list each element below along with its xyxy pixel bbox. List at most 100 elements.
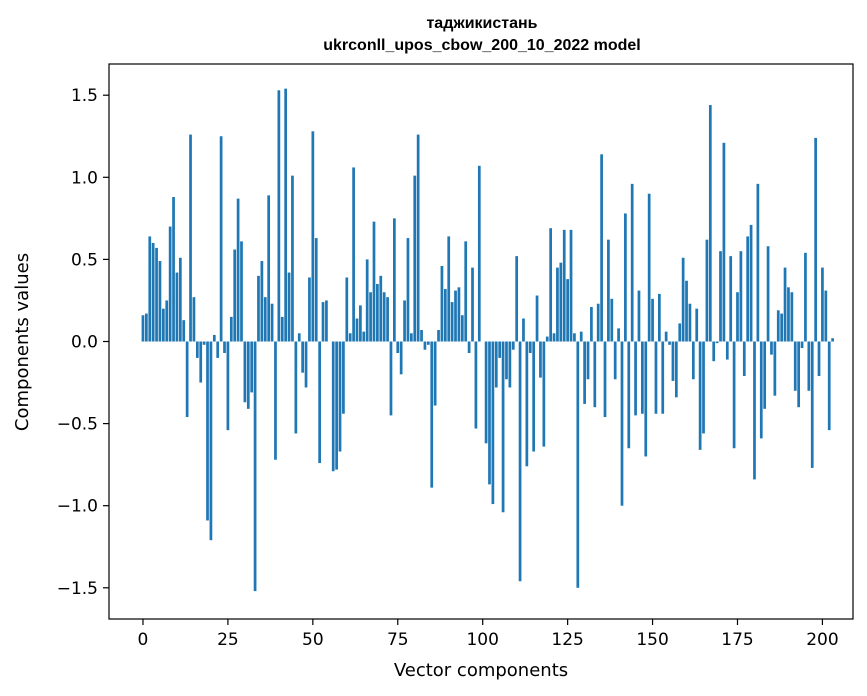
bar-component-45 bbox=[294, 341, 298, 434]
bar-component-29 bbox=[240, 241, 243, 342]
bar-component-111 bbox=[518, 341, 522, 582]
bar-component-120 bbox=[549, 228, 553, 342]
bar-component-160 bbox=[685, 280, 688, 342]
bar-component-157 bbox=[674, 341, 678, 398]
bar-component-178 bbox=[746, 236, 750, 342]
bar-component-62 bbox=[352, 167, 355, 342]
bar-component-74 bbox=[393, 218, 396, 342]
bar-component-90 bbox=[447, 236, 451, 342]
bar-component-182 bbox=[759, 341, 763, 439]
bar-component-164 bbox=[698, 341, 702, 450]
bar-component-117 bbox=[539, 341, 542, 378]
y-axis-label: Components values bbox=[12, 253, 33, 431]
bar-component-174 bbox=[732, 341, 736, 449]
bar-component-42 bbox=[284, 88, 288, 342]
bar-component-136 bbox=[603, 341, 607, 418]
x-axis-label: Vector components bbox=[394, 660, 568, 681]
bar-component-33 bbox=[253, 341, 257, 592]
bar-component-24 bbox=[223, 341, 226, 353]
bar-component-28 bbox=[236, 198, 240, 342]
bar-component-46 bbox=[297, 333, 301, 342]
bar-component-154 bbox=[664, 331, 668, 342]
bar-component-82 bbox=[420, 330, 423, 342]
bar-component-49 bbox=[308, 277, 311, 342]
bar-component-142 bbox=[624, 213, 627, 342]
x-tick-label: 200 bbox=[806, 630, 838, 650]
bar-component-21 bbox=[212, 334, 216, 342]
x-tick-label: 125 bbox=[551, 630, 583, 650]
bar-component-7 bbox=[165, 300, 169, 342]
bar-component-147 bbox=[641, 341, 644, 414]
bar-component-41 bbox=[280, 316, 284, 342]
x-tick-label: 50 bbox=[302, 630, 324, 650]
bar-component-108 bbox=[508, 341, 512, 388]
bar-component-85 bbox=[430, 341, 434, 488]
bar-component-170 bbox=[719, 251, 722, 342]
bar-component-188 bbox=[780, 313, 784, 342]
bar-component-93 bbox=[457, 287, 461, 342]
bar-component-101 bbox=[484, 341, 488, 444]
bar-component-0 bbox=[141, 315, 145, 342]
bar-component-81 bbox=[416, 134, 420, 342]
bar-component-80 bbox=[413, 175, 417, 342]
bar-component-109 bbox=[511, 341, 515, 350]
bar-component-38 bbox=[270, 303, 274, 342]
bar-component-146 bbox=[637, 290, 641, 342]
bar-component-193 bbox=[797, 341, 801, 408]
bar-component-112 bbox=[522, 318, 525, 342]
bar-component-5 bbox=[158, 261, 162, 342]
y-tick-label: 0.0 bbox=[71, 333, 98, 353]
bar-component-4 bbox=[155, 247, 158, 342]
chart-title: таджикистань bbox=[426, 15, 537, 32]
x-tick-label: 75 bbox=[387, 630, 409, 650]
x-tick-label: 25 bbox=[217, 630, 239, 650]
y-tick-label: 1.5 bbox=[71, 86, 98, 106]
bar-component-194 bbox=[800, 341, 804, 349]
bar-component-159 bbox=[681, 257, 685, 342]
bar-component-57 bbox=[335, 341, 338, 470]
bar-component-166 bbox=[705, 239, 709, 342]
bar-component-76 bbox=[399, 341, 403, 375]
bar-component-19 bbox=[206, 341, 209, 521]
bar-component-9 bbox=[172, 197, 175, 342]
bar-component-52 bbox=[318, 341, 321, 464]
bar-component-98 bbox=[474, 341, 478, 429]
bar-component-23 bbox=[219, 136, 223, 342]
bar-component-87 bbox=[437, 330, 440, 342]
bar-component-125 bbox=[566, 279, 569, 342]
bar-component-129 bbox=[579, 331, 583, 342]
bar-component-128 bbox=[576, 341, 580, 588]
bar-component-88 bbox=[440, 265, 444, 342]
bar-component-187 bbox=[776, 310, 780, 342]
bar-component-173 bbox=[729, 256, 733, 342]
bar-component-97 bbox=[471, 267, 474, 342]
bar-component-114 bbox=[528, 341, 532, 353]
bar-component-59 bbox=[342, 341, 345, 414]
bar-component-132 bbox=[590, 307, 593, 342]
bar-component-139 bbox=[613, 341, 617, 380]
bar-component-137 bbox=[607, 239, 610, 342]
bar-component-22 bbox=[216, 341, 220, 358]
bar-component-70 bbox=[379, 275, 383, 342]
bar-component-134 bbox=[596, 303, 600, 342]
bar-component-75 bbox=[396, 341, 400, 353]
bar-component-138 bbox=[610, 298, 614, 342]
bar-component-86 bbox=[433, 341, 437, 406]
bar-component-150 bbox=[651, 298, 654, 342]
bar-component-190 bbox=[787, 287, 790, 342]
bar-component-121 bbox=[552, 333, 556, 342]
bar-component-169 bbox=[715, 341, 719, 344]
bar-component-65 bbox=[362, 331, 366, 342]
bar-component-43 bbox=[287, 272, 291, 342]
bar-component-84 bbox=[426, 341, 430, 345]
bar-component-12 bbox=[182, 320, 186, 342]
bar-component-123 bbox=[559, 262, 563, 342]
bar-component-92 bbox=[454, 290, 457, 342]
bar-component-177 bbox=[742, 341, 746, 376]
bar-component-163 bbox=[695, 308, 699, 342]
bar-component-131 bbox=[586, 341, 590, 380]
bar-component-56 bbox=[331, 341, 335, 472]
bar-component-35 bbox=[260, 261, 264, 342]
